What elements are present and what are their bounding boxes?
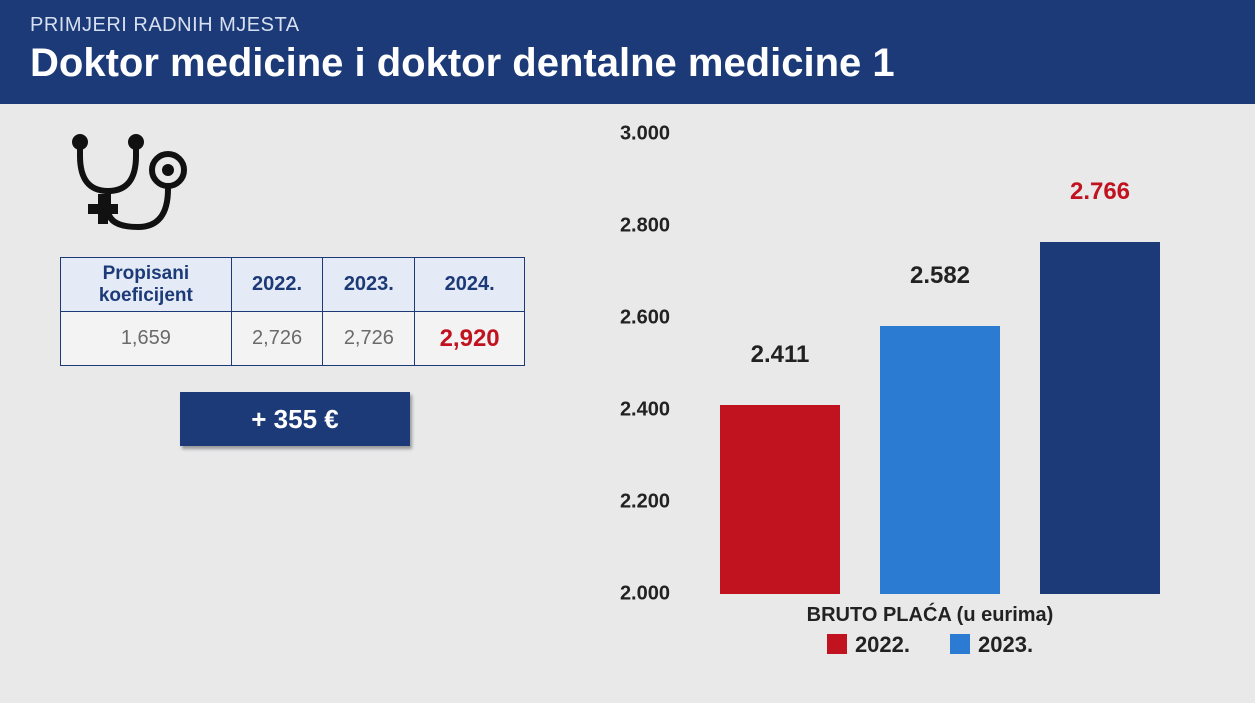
table-cell: 2,726 <box>323 312 415 366</box>
chart-bar-label: 2.766 <box>1030 178 1170 206</box>
chart-y-tick: 2.600 <box>600 307 670 330</box>
right-column: 2.411 2.582 2.766 BRUTO PLAĆA (u eurima) 2… <box>560 104 1255 697</box>
table-header-cell: 2022. <box>231 258 323 312</box>
chart-plot-area: 2.411 2.582 2.766 <box>680 134 1180 594</box>
chart-bar <box>880 326 1000 594</box>
chart-y-tick: 2.000 <box>600 583 670 606</box>
legend-swatch-icon <box>950 634 970 654</box>
table-cell-highlight: 2,920 <box>415 312 525 366</box>
chart-legend-item: 2023. <box>950 632 1033 658</box>
chart-y-tick: 2.800 <box>600 215 670 238</box>
chart-y-tick: 3.000 <box>600 123 670 146</box>
table-header-cell: 2023. <box>323 258 415 312</box>
salary-bar-chart: 2.411 2.582 2.766 BRUTO PLAĆA (u eurima) 2… <box>600 114 1200 674</box>
chart-y-tick: 2.200 <box>600 491 670 514</box>
header: PRIMJERI RADNIH MJESTA Doktor medicine i… <box>0 0 1255 104</box>
table-row: 1,659 2,726 2,726 2,920 <box>61 312 525 366</box>
table-header-row: Propisanikoeficijent 2022. 2023. 2024. <box>61 258 525 312</box>
chart-bar <box>1040 242 1160 594</box>
legend-swatch-icon <box>827 634 847 654</box>
table-header-cell: 2024. <box>415 258 525 312</box>
chart-legend: 2022. 2023. <box>680 632 1180 658</box>
delta-badge: + 355 € <box>180 392 410 446</box>
stethoscope-icon <box>60 134 540 239</box>
table-cell: 2,726 <box>231 312 323 366</box>
table-cell: 1,659 <box>61 312 232 366</box>
main-area: Propisanikoeficijent 2022. 2023. 2024. 1… <box>0 104 1255 697</box>
coefficient-table: Propisanikoeficijent 2022. 2023. 2024. 1… <box>60 257 525 366</box>
chart-bar-label: 2.582 <box>870 262 1010 290</box>
header-title: Doktor medicine i doktor dentalne medici… <box>30 41 1225 86</box>
table-header-cell: Propisanikoeficijent <box>61 258 232 312</box>
chart-y-tick: 2.400 <box>600 399 670 422</box>
left-column: Propisanikoeficijent 2022. 2023. 2024. 1… <box>0 104 560 697</box>
header-eyebrow: PRIMJERI RADNIH MJESTA <box>30 14 1225 37</box>
chart-bar <box>720 405 840 594</box>
chart-bar-label: 2.411 <box>710 341 850 369</box>
chart-legend-item: 2022. <box>827 632 910 658</box>
chart-x-axis-title: BRUTO PLAĆA (u eurima) <box>680 604 1180 627</box>
